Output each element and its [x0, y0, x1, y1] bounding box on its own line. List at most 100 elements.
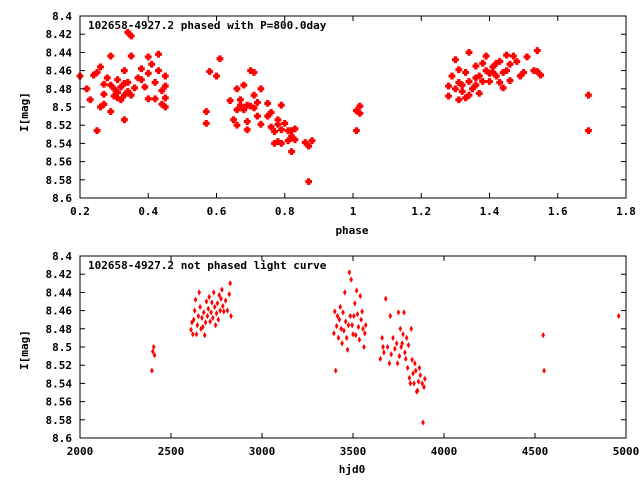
- phased-data-point: [240, 81, 248, 89]
- unphased-data-point: [213, 321, 218, 329]
- unphased-x-tick-label: 4000: [431, 445, 458, 458]
- unphased-data-point: [221, 308, 226, 315]
- phased-data-point: [585, 127, 592, 135]
- phased-data-point: [472, 81, 480, 89]
- unphased-x-tick-label: 3500: [340, 445, 367, 458]
- unphased-y-tick-label: 8.42: [46, 268, 73, 281]
- unphased-data-point: [219, 295, 223, 302]
- unphased-data-point: [381, 343, 385, 351]
- unphased-data-point: [382, 349, 386, 356]
- unphased-data-point: [402, 309, 406, 316]
- phased-data-point: [97, 103, 104, 111]
- phased-data-point: [233, 106, 241, 114]
- phased-data-point: [240, 106, 248, 114]
- unphased-data-point: [403, 355, 408, 363]
- phased-y-axis-label: I[mag]: [18, 92, 31, 132]
- unphased-data-point: [410, 356, 414, 363]
- unphased-data-point: [227, 291, 232, 298]
- unphased-x-axis-label: hjd0: [339, 463, 366, 476]
- unphased-data-point: [195, 321, 200, 329]
- phased-data-point: [509, 52, 517, 60]
- unphased-data-point: [395, 360, 400, 367]
- phased-data-point: [462, 94, 470, 102]
- unphased-data-point: [400, 340, 404, 347]
- unphased-data-point: [202, 331, 207, 339]
- phased-data-point: [161, 82, 169, 90]
- phased-data-point: [503, 51, 510, 59]
- phased-data-point: [127, 52, 135, 60]
- phased-data-point: [479, 59, 487, 67]
- unphased-data-point: [197, 289, 202, 296]
- phased-data-point: [356, 102, 364, 110]
- phased-data-point: [148, 60, 156, 68]
- phased-data-point: [155, 67, 162, 74]
- unphased-data-point: [151, 343, 156, 351]
- unphased-y-tick-label: 8.46: [46, 305, 73, 318]
- unphased-data-point: [385, 343, 390, 351]
- phased-data-point: [117, 83, 125, 91]
- unphased-data-point: [398, 325, 403, 333]
- unphased-data-point: [351, 331, 355, 338]
- phased-data-point: [120, 116, 128, 124]
- unphased-data-point: [358, 292, 363, 300]
- unphased-data-point: [360, 308, 364, 315]
- phased-y-tick-label: 8.6: [52, 192, 72, 205]
- phased-x-tick-label: 1.6: [548, 205, 568, 218]
- phased-y-tick-label: 8.5: [52, 101, 72, 114]
- phased-data-point: [138, 76, 145, 84]
- phased-data-point: [236, 96, 244, 104]
- unphased-chart-title: 102658-4927.2 not phased light curve: [88, 259, 327, 272]
- phased-data-point: [267, 109, 275, 116]
- unphased-data-point: [211, 314, 215, 322]
- unphased-data-point: [352, 300, 357, 307]
- phased-data-point: [144, 69, 152, 77]
- phased-x-ticks: 0.2 0.4 0.6 0.8 1 1.2 1.4 1.6 1.8: [70, 16, 636, 218]
- phased-data-point: [114, 89, 121, 96]
- unphased-data-point: [214, 310, 219, 317]
- phased-data-point: [90, 71, 98, 79]
- phased-x-tick-label: 1.8: [616, 205, 636, 218]
- unphased-data-point: [150, 367, 154, 374]
- phased-data-point: [533, 47, 541, 54]
- phased-data-point: [523, 53, 531, 61]
- unphased-data-point: [332, 330, 336, 337]
- unphased-data-point: [228, 280, 232, 287]
- phased-data-point: [305, 142, 313, 150]
- unphased-data-point: [356, 323, 361, 331]
- phased-data-point: [257, 85, 265, 93]
- unphased-data-point: [363, 321, 368, 329]
- phased-data-point: [291, 136, 299, 144]
- phased-data-point: [213, 72, 220, 80]
- unphased-x-tick-label: 2000: [67, 445, 94, 458]
- unphased-data-point: [334, 322, 339, 330]
- unphased-y-tick-label: 8.52: [46, 359, 73, 372]
- phased-data-point: [86, 96, 94, 104]
- phased-y-tick-label: 8.52: [46, 119, 73, 132]
- phased-data-point: [506, 77, 514, 85]
- unphased-data-point: [401, 331, 405, 338]
- unphased-data-point: [200, 314, 204, 322]
- phased-data-point: [254, 112, 261, 120]
- phased-data-point: [161, 72, 169, 80]
- unphased-data-point: [354, 287, 359, 294]
- unphased-y-tick-label: 8.54: [46, 377, 73, 390]
- unphased-data-point: [391, 334, 395, 342]
- phased-x-tick-label: 1: [350, 205, 357, 218]
- phased-data-point: [264, 99, 272, 107]
- phased-data-point: [277, 140, 285, 147]
- phased-data-point: [161, 103, 169, 111]
- unphased-data-point: [216, 316, 221, 323]
- unphased-data-point: [192, 307, 197, 314]
- unphased-data-point: [218, 307, 222, 314]
- unphased-data-point: [417, 364, 422, 372]
- phased-data-point: [496, 79, 504, 86]
- phased-data-point: [250, 104, 258, 112]
- unphased-data-point: [542, 367, 546, 374]
- phased-data-point: [158, 87, 166, 95]
- unphased-data-point: [215, 300, 220, 307]
- unphased-data-point: [393, 345, 397, 353]
- unphased-y-tick-label: 8.6: [52, 432, 72, 445]
- unphased-data-point: [191, 316, 196, 323]
- unphased-data-point: [353, 331, 358, 339]
- phased-data-point: [496, 58, 504, 65]
